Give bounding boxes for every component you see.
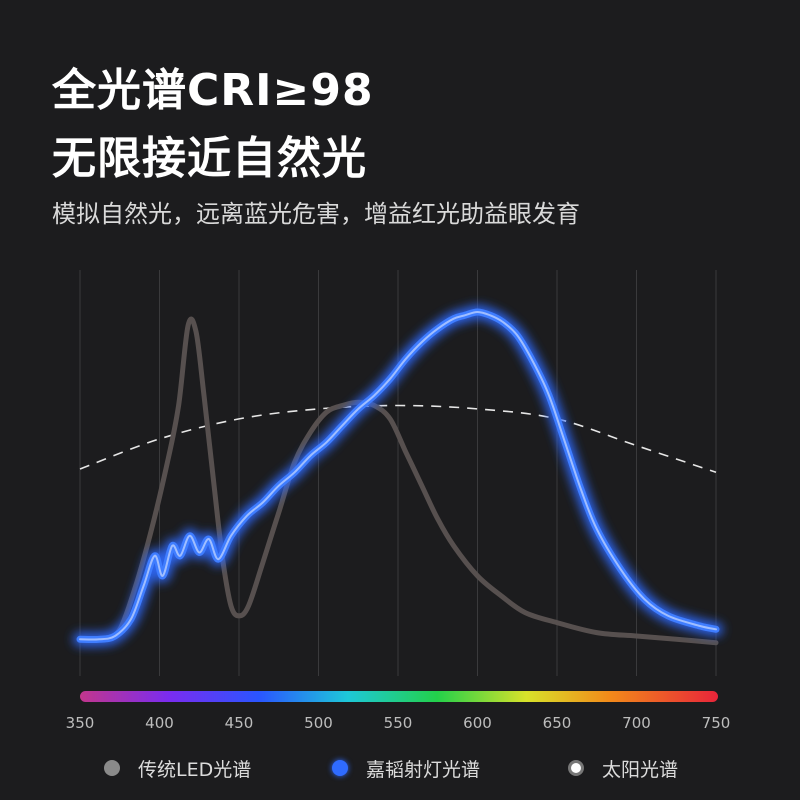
legend-item-traditional-led: 传统LED光谱 [104,754,251,782]
legend-label: 传统LED光谱 [138,758,252,781]
series-layer [73,305,723,647]
x-tick-label: 350 [66,714,95,732]
x-axis-ticks: 350 400 450 500 550 600 650 700 750 [66,714,731,732]
legend-item-jiatao-spotlight: 嘉韬射灯光谱 [332,754,480,782]
x-tick-label: 500 [304,714,333,732]
white-dot-icon [568,760,584,776]
blue-dot-icon [332,760,348,776]
legend-item-sunlight: 太阳光谱 [568,754,678,782]
x-tick-label: 400 [145,714,174,732]
x-tick-label: 750 [702,714,731,732]
gray-dot-icon [104,760,120,776]
series-line-sunlight [79,404,717,474]
series-line-traditional-led [77,316,719,646]
gridlines [79,270,717,676]
x-tick-label: 450 [225,714,254,732]
subtitle: 模拟自然光，远离蓝光危害，增益红光助益眼发育 [52,200,580,228]
headline-line-2: 无限接近自然光 [52,133,367,184]
x-tick-label: 600 [463,714,492,732]
spectrum-bar [80,691,718,702]
x-tick-label: 700 [622,714,651,732]
x-tick-label: 650 [543,714,572,732]
headline-line-1: 全光谱CRI≥98 [52,65,374,116]
x-tick-label: 550 [384,714,413,732]
legend-label: 太阳光谱 [602,758,679,781]
legend-label: 嘉韬射灯光谱 [366,758,481,781]
series-core-jiatao-spotlight [79,311,717,641]
